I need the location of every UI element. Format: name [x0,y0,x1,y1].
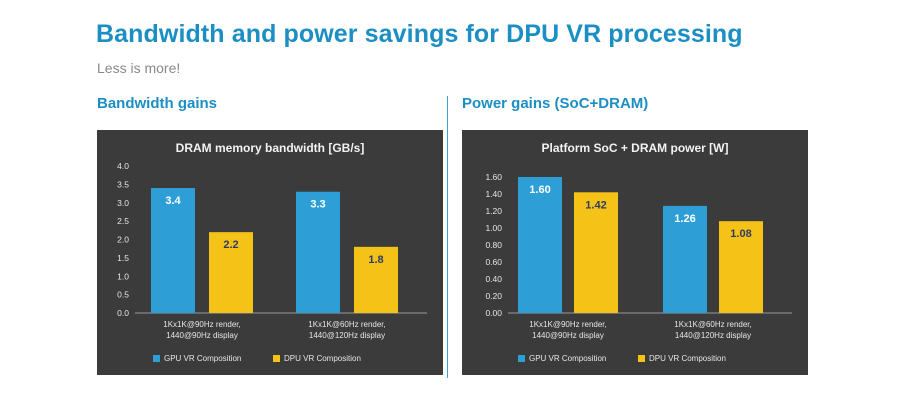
power-chart-svg: Platform SoC + DRAM power [W] 0.00 0.20 0.4… [485,141,792,363]
y-tick-label: 0.20 [485,291,502,301]
y-tick-label: 3.0 [117,198,129,208]
data-label: 1.26 [674,213,695,225]
y-tick-label: 0.00 [485,308,502,318]
section-divider [447,96,448,378]
data-label: 1.60 [529,184,550,196]
data-label: 2.2 [223,239,238,251]
y-tick-label: 1.40 [485,189,502,199]
y-tick-label: 1.00 [485,223,502,233]
legend-swatch-gpu [518,355,525,362]
y-tick-label: 1.0 [117,271,129,281]
y-tick-label: 1.5 [117,253,129,263]
category-label: 1440@120Hz display [675,331,751,340]
y-tick-label: 2.5 [117,216,129,226]
data-label: 1.8 [368,254,383,266]
bar-gpu [151,188,195,313]
bar-dpu [354,246,398,313]
y-tick-label: 2.0 [117,235,129,245]
y-tick-label: 0.40 [485,274,502,284]
category-label: 1Kx1K@90Hz render, [529,320,607,329]
data-label: 1.08 [730,228,751,240]
legend-swatch-dpu [638,355,645,362]
bar-dpu [574,192,618,313]
bar-dpu [209,232,253,313]
category-label: 1Kx1K@60Hz render, [308,320,386,329]
y-tick-label: 1.60 [485,172,502,182]
category-label: 1440@120Hz display [309,331,385,340]
power-chart: Platform SoC + DRAM power [W] 0.00 0.20 0.4… [462,130,808,375]
chart-title: Platform SoC + DRAM power [W] [541,141,728,155]
data-label: 1.42 [585,199,606,211]
bar-gpu [296,191,340,313]
legend-label: DPU VR Composition [284,354,361,363]
y-tick-label: 0.80 [485,240,502,250]
y-tick-label: 4.0 [117,161,129,171]
legend-label: GPU VR Composition [529,354,606,363]
legend-label: DPU VR Composition [649,354,726,363]
bandwidth-chart-svg: DRAM memory bandwidth [GB/s] 0.0 0.5 1.0 1.5… [117,141,427,363]
chart-title: DRAM memory bandwidth [GB/s] [176,141,365,155]
bar-gpu [663,205,707,313]
y-tick-label: 0.5 [117,290,129,300]
y-tick-label: 3.5 [117,179,129,189]
bandwidth-chart: DRAM memory bandwidth [GB/s] 0.0 0.5 1.0 1.5… [97,130,443,375]
category-label: 1440@90Hz display [166,331,238,340]
power-section-heading: Power gains (SoC+DRAM) [462,95,649,112]
slide-title: Bandwidth and power savings for DPU VR p… [96,20,743,48]
y-tick-label: 0.60 [485,257,502,267]
y-tick-label: 0.0 [117,308,129,318]
category-label: 1Kx1K@60Hz render, [674,320,752,329]
bar-gpu [518,177,562,313]
legend-swatch-gpu [153,355,160,362]
data-label: 3.3 [310,199,325,211]
legend-label: GPU VR Composition [164,354,241,363]
legend-swatch-dpu [273,355,280,362]
category-label: 1Kx1K@90Hz render, [163,320,241,329]
data-label: 3.4 [165,195,181,207]
slide-subtitle: Less is more! [97,60,181,76]
bar-dpu [719,221,763,313]
category-label: 1440@90Hz display [532,331,604,340]
bandwidth-section-heading: Bandwidth gains [97,95,217,112]
y-tick-label: 1.20 [485,206,502,216]
